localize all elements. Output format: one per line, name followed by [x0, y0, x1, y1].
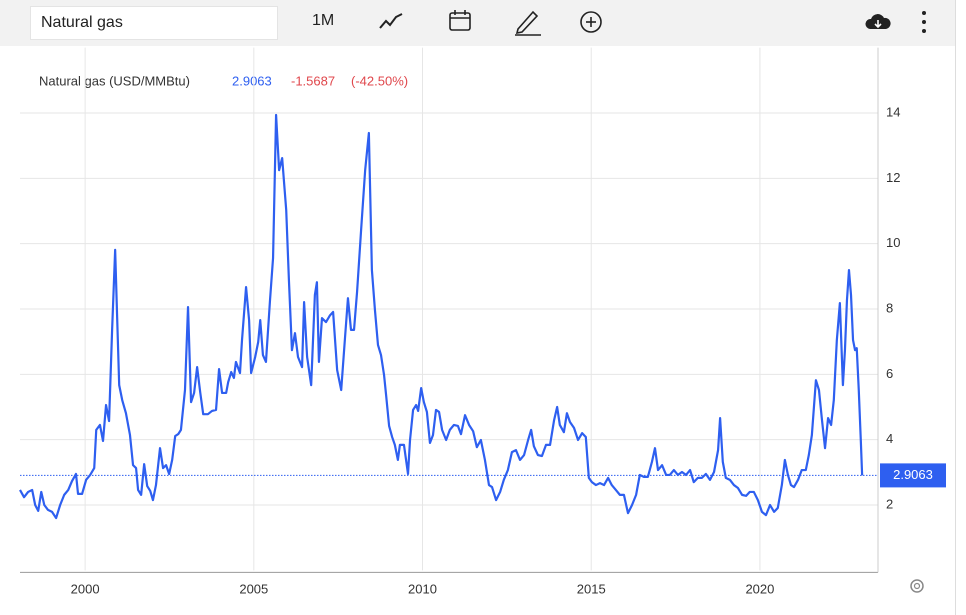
chart: Natural gas (USD/MMBtu) 2.9063 -1.5687 (…: [19, 47, 946, 596]
download-icon[interactable]: [864, 8, 892, 36]
legend-change: -1.5687: [291, 73, 335, 88]
chart-type-icon[interactable]: [378, 8, 404, 36]
draw-icon[interactable]: [513, 8, 543, 36]
y-tick-label: 6: [886, 366, 893, 381]
legend-name: Natural gas (USD/MMBtu): [39, 73, 190, 88]
toolbar: Natural gas 1M: [0, 0, 956, 46]
legend-change-percent: (-42.50%): [351, 73, 408, 88]
y-tick-label: 10: [886, 235, 900, 250]
last-price-label: 2.9063: [893, 467, 933, 482]
period-button[interactable]: 1M: [312, 12, 335, 29]
y-tick-label: 12: [886, 170, 900, 185]
legend-last-value: 2.9063: [232, 73, 272, 88]
y-tick-label: 14: [886, 104, 900, 119]
y-tick-label: 8: [886, 300, 893, 315]
y-tick-label: 2: [886, 496, 893, 511]
price-line: [19, 113, 864, 520]
x-tick-label: 2015: [577, 581, 606, 596]
x-tick-label: 2000: [71, 581, 100, 596]
x-tick-label: 2020: [745, 581, 774, 596]
x-tick-label: 2010: [408, 581, 437, 596]
menu-icon[interactable]: [918, 8, 930, 36]
search-input[interactable]: Natural gas: [30, 6, 278, 40]
calendar-icon[interactable]: [447, 8, 473, 36]
panel-border: [955, 0, 956, 615]
y-tick-label: 4: [886, 431, 893, 446]
x-tick-label: 2005: [239, 581, 268, 596]
add-icon[interactable]: [579, 8, 605, 36]
settings-icon[interactable]: [910, 579, 924, 593]
last-price-box: [880, 463, 946, 488]
